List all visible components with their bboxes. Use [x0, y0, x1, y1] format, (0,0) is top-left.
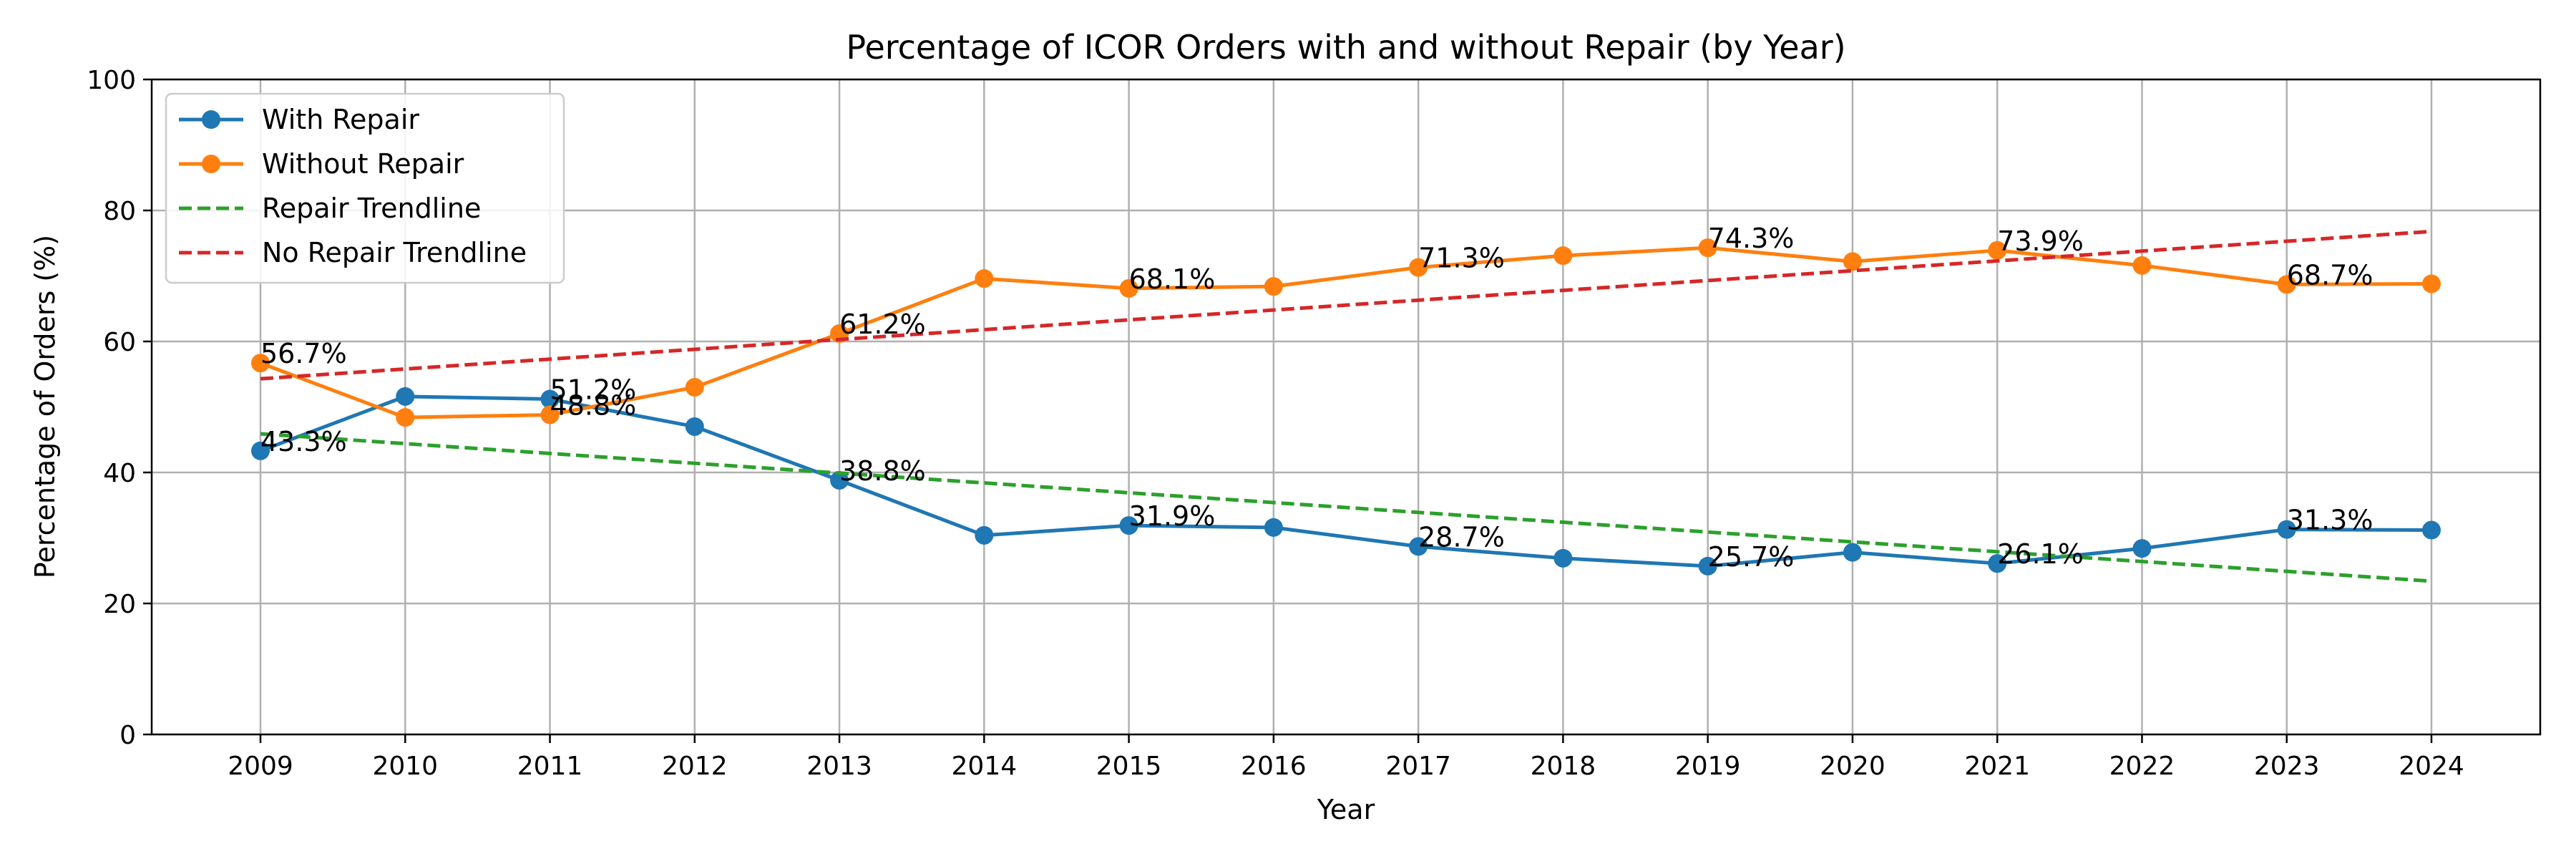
- data-label: 31.3%: [2287, 505, 2373, 536]
- x-tick-label: 2011: [517, 752, 583, 781]
- no-repair-trendline-series: [260, 229, 2432, 381]
- x-axis-label: Year: [1317, 794, 1375, 825]
- legend-label: Repair Trendline: [262, 193, 481, 224]
- x-tick-label: 2013: [806, 752, 872, 781]
- data-label: 71.3%: [1418, 243, 1505, 274]
- y-tick-label: 0: [119, 721, 136, 750]
- x-tick-label: 2016: [1241, 752, 1307, 781]
- x-tick-label: 2019: [1675, 752, 1741, 781]
- x-tick-label: 2024: [2399, 752, 2464, 781]
- with-repair-point: [1698, 556, 1717, 576]
- data-label: 43.3%: [260, 426, 347, 457]
- with-repair-point: [975, 525, 994, 545]
- without-repair-point: [1409, 258, 1428, 277]
- axes: 2009 2010 2011 2012 2013 2014 2015 2016 2017 2018…: [87, 66, 2464, 781]
- data-label: 48.8%: [550, 389, 637, 421]
- without-repair-point: [1119, 278, 1138, 298]
- without-repair-point: [975, 269, 994, 288]
- without-repair-point: [1988, 241, 2007, 260]
- with-repair-point: [1553, 548, 1573, 568]
- legend-marker: [202, 110, 220, 129]
- x-tick-label: 2017: [1385, 752, 1451, 781]
- without-repair-point: [2132, 256, 2152, 275]
- x-tick-label: 2009: [228, 752, 293, 781]
- legend-label: With Repair: [262, 104, 419, 135]
- y-tick-label: 100: [87, 66, 136, 95]
- with-repair-point: [396, 387, 415, 406]
- data-label: 38.8%: [839, 455, 926, 487]
- with-repair-point: [2277, 520, 2296, 539]
- legend-item-no-repair-trendline: No Repair Trendline: [179, 237, 527, 268]
- without-repair-point: [540, 405, 560, 424]
- data-label: 61.2%: [839, 309, 926, 340]
- without-repair-point: [1553, 246, 1573, 266]
- legend-item-with-repair: With Repair: [179, 104, 419, 135]
- legend-item-without-repair: Without Repair: [179, 148, 464, 180]
- x-tick-label: 2021: [1964, 752, 2030, 781]
- legend-label: Without Repair: [262, 148, 464, 180]
- x-tick-label: 2022: [2109, 752, 2175, 781]
- legend-item-repair-trendline: Repair Trendline: [179, 193, 481, 224]
- x-tick-label: 2015: [1096, 752, 1162, 781]
- legend-marker: [202, 155, 220, 173]
- without-repair-point: [1843, 252, 1862, 271]
- with-repair-point: [1409, 537, 1428, 556]
- without-repair-point: [1264, 277, 1283, 296]
- data-label: 68.1%: [1129, 263, 1216, 295]
- with-repair-point: [2422, 520, 2441, 540]
- without-repair-point: [2422, 274, 2441, 293]
- with-repair-point: [830, 470, 849, 490]
- without-repair-point: [685, 378, 704, 397]
- repair-trendline-series: [260, 432, 2432, 583]
- without-repair-series: [251, 238, 2441, 427]
- plot-frame: [150, 78, 2542, 736]
- without-repair-line: [260, 246, 2432, 419]
- data-label: 74.3%: [1708, 223, 1795, 254]
- x-tick-label: 2023: [2254, 752, 2320, 781]
- data-label: 51.2%: [550, 374, 637, 406]
- with-repair-point: [1119, 516, 1138, 535]
- with-repair-line: [260, 394, 2432, 568]
- x-tick-label: 2018: [1531, 752, 1596, 781]
- with-repair-point: [1988, 554, 2007, 573]
- without-repair-point: [251, 354, 270, 373]
- data-label: 56.7%: [260, 338, 347, 369]
- data-label: 73.9%: [1997, 225, 2084, 257]
- with-repair-point: [1843, 543, 1862, 562]
- legend-label: No Repair Trendline: [262, 237, 527, 268]
- with-repair-point: [251, 441, 270, 460]
- data-label: 25.7%: [1708, 541, 1795, 573]
- y-tick-label: 20: [103, 590, 136, 619]
- data-labels: 43.3% 51.2% 38.8% 31.9% 28.7% 25.7% 26.1% 31.3%…: [260, 223, 2373, 573]
- no-repair-trendline-line: [260, 229, 2432, 381]
- legend: With Repair Without Repair Repair Trendlin…: [165, 92, 565, 284]
- with-repair-point: [685, 417, 704, 436]
- data-label: 68.7%: [2287, 259, 2373, 291]
- legend-box: [165, 92, 565, 284]
- x-tick-label: 2014: [952, 752, 1018, 781]
- series-layer: [251, 229, 2441, 583]
- without-repair-point: [1698, 238, 1717, 258]
- x-tick-label: 2010: [372, 752, 438, 781]
- repair-trendline-line: [260, 432, 2432, 583]
- with-repair-point: [540, 389, 560, 409]
- without-repair-point: [396, 408, 415, 427]
- y-tick-label: 40: [103, 459, 136, 488]
- x-tick-label: 2020: [1820, 752, 1885, 781]
- y-tick-label: 60: [103, 328, 136, 357]
- without-repair-point: [2277, 275, 2296, 294]
- with-repair-point: [2132, 539, 2152, 558]
- chart-title: Percentage of ICOR Orders with and witho…: [846, 28, 1845, 67]
- data-label: 28.7%: [1418, 521, 1505, 553]
- x-tick-label: 2012: [662, 752, 728, 781]
- data-label: 31.9%: [1129, 500, 1216, 532]
- with-repair-point: [1264, 518, 1283, 537]
- y-tick-label: 80: [103, 197, 136, 226]
- data-label: 26.1%: [1997, 538, 2084, 570]
- y-axis-label: Percentage of Orders (%): [29, 235, 61, 578]
